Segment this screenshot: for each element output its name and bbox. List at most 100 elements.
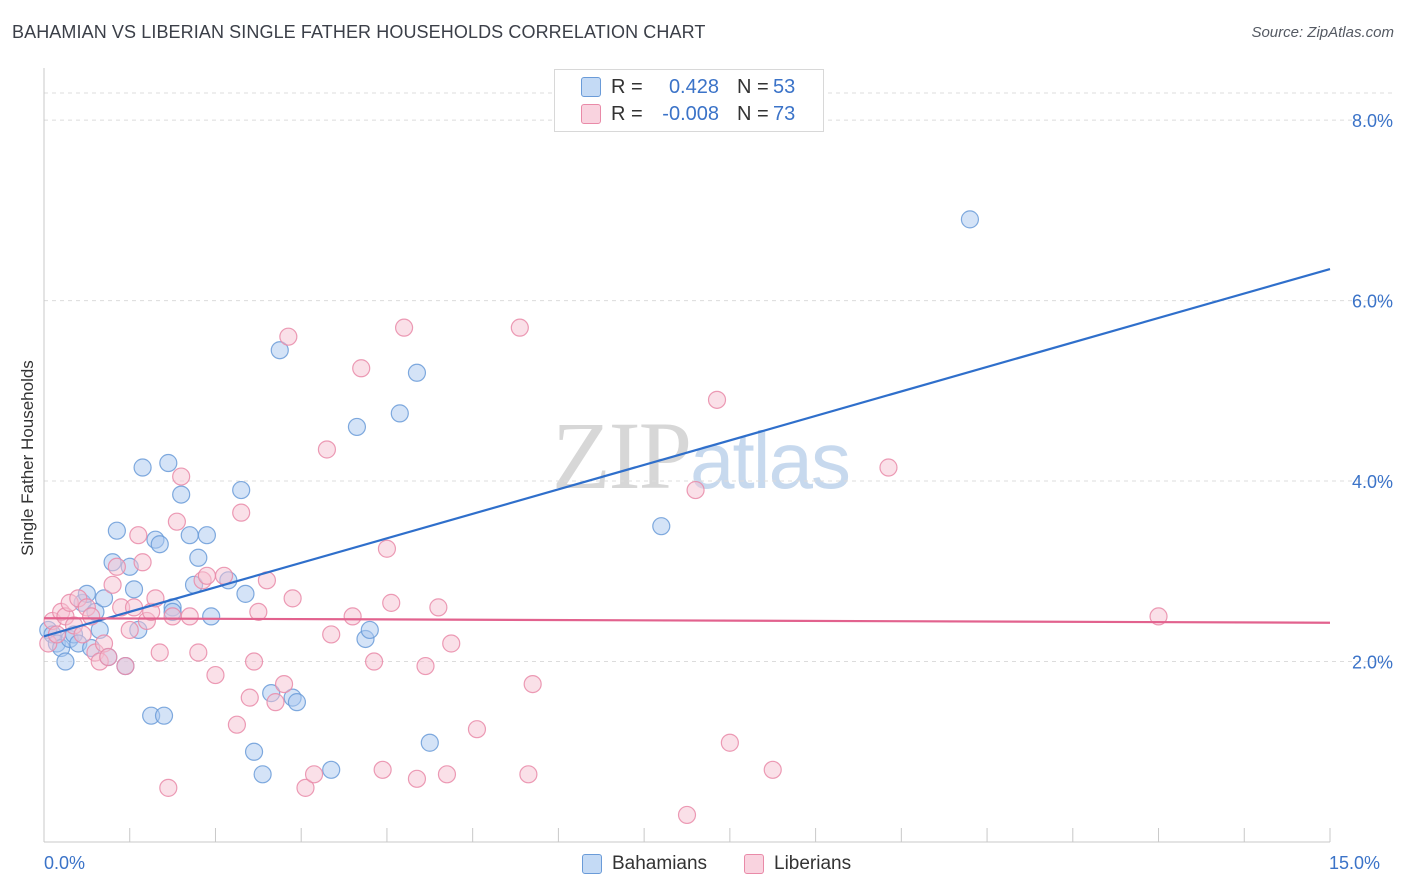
point-liberians [180, 607, 199, 626]
point-bahamians [180, 526, 199, 545]
legend-swatch-liberians [581, 104, 601, 124]
point-liberians [519, 765, 538, 784]
legend-r-label: R = [611, 102, 643, 125]
point-bahamians [253, 765, 272, 784]
legend-row-bahamians: R = 0.428 N = 53 [555, 73, 823, 101]
legend-r-label: R = [611, 75, 643, 98]
point-liberians [197, 566, 216, 585]
point-bahamians [154, 706, 174, 725]
x-tick-label-min: 0.0% [44, 853, 86, 873]
point-bahamians [150, 535, 169, 554]
point-liberians [510, 318, 529, 337]
point-bahamians [124, 580, 144, 599]
point-bahamians [159, 453, 178, 473]
bottom-legend-label-bahamians: Bahamians [612, 853, 708, 874]
point-liberians [103, 575, 122, 594]
legend-n-label: N = [737, 102, 769, 125]
point-liberians [407, 769, 427, 788]
point-liberians [416, 656, 435, 676]
point-liberians [322, 625, 341, 644]
point-bahamians [94, 589, 114, 608]
chart-title: BAHAMIAN VS LIBERIAN SINGLE FATHER HOUSE… [12, 22, 706, 42]
point-liberians [116, 656, 135, 676]
point-liberians [364, 652, 384, 671]
point-bahamians [236, 584, 255, 603]
point-bahamians [202, 607, 221, 626]
point-bahamians [347, 417, 367, 437]
bottom-legend-swatch-liberians [744, 854, 764, 874]
point-bahamians [189, 548, 208, 567]
point-liberians [429, 598, 448, 617]
source-label: Source: ZipAtlas.com [1251, 24, 1394, 41]
legend-row-liberians: R = -0.008 N = 73 [555, 100, 823, 128]
legend-swatch-bahamians [581, 77, 601, 97]
watermark-atlas: atlas [690, 416, 851, 505]
watermark: ZIPatlas [552, 400, 851, 511]
legend-r-value: 0.428 [668, 75, 719, 98]
point-liberians [249, 602, 268, 622]
point-liberians [150, 643, 169, 662]
y-tick-label: 2.0% [1352, 653, 1393, 673]
point-liberians [240, 688, 259, 707]
point-liberians [274, 674, 294, 694]
point-liberians [296, 778, 315, 797]
y-tick-label: 4.0% [1352, 472, 1393, 492]
point-bahamians [407, 363, 427, 382]
correlation-legend: R = 0.428 N = 53 R = -0.008 N = 73 [554, 69, 824, 132]
point-liberians [206, 665, 225, 685]
point-liberians [167, 512, 186, 531]
legend-r-value: -0.008 [662, 102, 719, 125]
point-bahamians [197, 526, 216, 545]
point-liberians [214, 566, 234, 585]
point-liberians [686, 480, 705, 500]
legend-n-label: N = [737, 75, 769, 98]
point-liberians [244, 652, 264, 671]
point-liberians [720, 733, 739, 752]
point-liberians [394, 318, 414, 337]
point-liberians [129, 526, 148, 545]
point-bahamians [270, 341, 289, 360]
point-liberians [159, 778, 178, 797]
y-tick-label: 8.0% [1352, 111, 1393, 131]
point-liberians [266, 693, 285, 712]
point-liberians [879, 458, 898, 477]
bottom-legend-liberians: Liberians [744, 851, 851, 877]
point-liberians [73, 625, 92, 644]
point-liberians [304, 765, 324, 784]
point-liberians [317, 440, 337, 459]
legend-n-value: 53 [773, 75, 796, 98]
point-liberians [172, 467, 191, 486]
point-bahamians [172, 485, 191, 504]
point-liberians [382, 593, 401, 612]
point-liberians [467, 720, 487, 739]
y-tick-label: 6.0% [1352, 292, 1393, 312]
point-liberians [677, 805, 697, 825]
point-liberians [279, 327, 298, 346]
point-bahamians [322, 760, 341, 779]
point-bahamians [420, 733, 439, 752]
point-liberians [227, 715, 246, 734]
point-bahamians [133, 458, 152, 477]
point-liberians [99, 647, 118, 667]
point-liberians [107, 557, 126, 576]
point-liberians [1149, 607, 1168, 626]
point-liberians [120, 620, 139, 640]
point-liberians [343, 607, 362, 626]
point-liberians [163, 607, 182, 626]
point-bahamians [107, 521, 126, 540]
bottom-legend-bahamians: Bahamians [582, 851, 707, 877]
point-liberians [763, 760, 782, 779]
point-bahamians [287, 693, 307, 712]
legend-n-value: 73 [773, 102, 796, 125]
point-bahamians [232, 480, 251, 500]
bottom-legend-swatch-bahamians [582, 854, 602, 874]
point-liberians [437, 765, 457, 784]
point-liberians [283, 589, 302, 608]
point-bahamians [960, 210, 980, 229]
x-tick-label-max: 15.0% [1329, 853, 1381, 873]
point-bahamians [652, 517, 671, 536]
point-liberians [707, 390, 727, 409]
point-liberians [442, 634, 461, 653]
point-liberians [377, 539, 397, 558]
